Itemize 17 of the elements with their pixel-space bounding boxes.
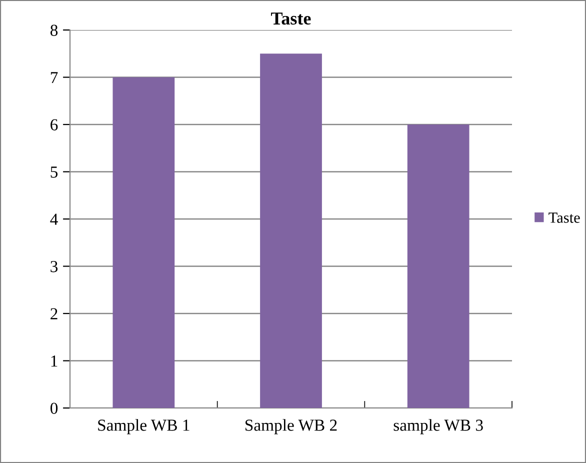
bar xyxy=(112,77,175,408)
bar xyxy=(407,124,470,408)
y-tick-label: 1 xyxy=(51,356,58,367)
y-tick-label: 6 xyxy=(50,119,58,130)
x-tick-label: Sample WB 2 xyxy=(246,419,337,434)
bar xyxy=(260,54,322,408)
y-tick-label: 8 xyxy=(50,24,58,36)
y-tick-label: 0 xyxy=(50,402,58,414)
y-tick-label: 2 xyxy=(50,308,58,320)
y-tick-label: 4 xyxy=(50,214,58,225)
x-tick-label: Sample WB 1 xyxy=(98,419,190,434)
y-tick-label: 7 xyxy=(50,72,58,84)
legend-label: Taste xyxy=(548,212,580,223)
x-tick-label: sample WB 3 xyxy=(394,419,483,434)
chart-title: Taste xyxy=(271,12,311,25)
y-tick-label: 5 xyxy=(50,166,58,178)
y-tick-label: 3 xyxy=(50,260,58,272)
